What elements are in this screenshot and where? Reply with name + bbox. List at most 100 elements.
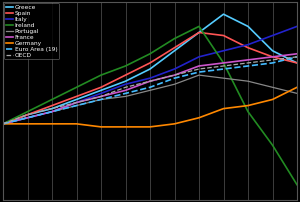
France <box>173 74 176 76</box>
Greece <box>99 89 103 92</box>
Ireland <box>1 123 5 125</box>
Portugal <box>50 110 54 113</box>
Germany <box>295 86 299 88</box>
Portugal <box>173 83 176 85</box>
Germany <box>197 117 201 119</box>
Line: Italy: Italy <box>3 26 297 124</box>
Greece <box>246 25 250 28</box>
Line: Greece: Greece <box>3 14 297 124</box>
France <box>124 89 127 92</box>
France <box>148 80 152 82</box>
OECD <box>26 114 29 116</box>
Germany <box>99 126 103 128</box>
Line: Germany: Germany <box>3 87 297 127</box>
Greece <box>148 68 152 70</box>
Euro Area (19) <box>1 123 5 125</box>
OECD <box>1 123 5 125</box>
Spain <box>173 46 176 49</box>
Italy <box>99 92 103 95</box>
Italy <box>75 101 78 104</box>
OECD <box>50 107 54 110</box>
Spain <box>124 74 127 76</box>
France <box>271 56 274 58</box>
Portugal <box>246 80 250 82</box>
Italy <box>26 117 29 119</box>
OECD <box>222 65 225 67</box>
Spain <box>75 95 78 98</box>
Spain <box>271 56 274 58</box>
Germany <box>1 123 5 125</box>
Portugal <box>124 95 127 98</box>
OECD <box>295 56 299 58</box>
Germany <box>271 98 274 101</box>
Line: Spain: Spain <box>3 33 297 124</box>
Ireland <box>197 25 201 28</box>
France <box>246 59 250 61</box>
Euro Area (19) <box>26 117 29 119</box>
Spain <box>295 62 299 64</box>
Italy <box>124 83 127 85</box>
France <box>99 95 103 98</box>
Euro Area (19) <box>246 65 250 67</box>
Portugal <box>271 86 274 88</box>
Ireland <box>222 62 225 64</box>
Spain <box>1 123 5 125</box>
Greece <box>222 13 225 15</box>
France <box>222 62 225 64</box>
Euro Area (19) <box>295 56 299 58</box>
Greece <box>50 107 54 110</box>
France <box>26 117 29 119</box>
Portugal <box>197 74 201 76</box>
Italy <box>295 25 299 28</box>
Spain <box>222 34 225 37</box>
Portugal <box>222 77 225 79</box>
Portugal <box>26 117 29 119</box>
Line: France: France <box>3 54 297 124</box>
Euro Area (19) <box>50 110 54 113</box>
Portugal <box>148 89 152 92</box>
Greece <box>124 80 127 82</box>
Spain <box>197 31 201 34</box>
OECD <box>99 95 103 98</box>
Ireland <box>26 110 29 113</box>
Portugal <box>1 123 5 125</box>
Greece <box>271 49 274 52</box>
Greece <box>295 62 299 64</box>
France <box>295 53 299 55</box>
OECD <box>75 101 78 104</box>
Greece <box>75 98 78 101</box>
Spain <box>148 62 152 64</box>
Germany <box>148 126 152 128</box>
OECD <box>173 74 176 76</box>
Italy <box>173 68 176 70</box>
Italy <box>1 123 5 125</box>
Legend: Greece, Spain, Italy, Ireland, Portugal, France, Germany, Euro Area (19), OECD: Greece, Spain, Italy, Ireland, Portugal,… <box>4 3 59 59</box>
Line: Portugal: Portugal <box>3 75 297 124</box>
Italy <box>50 110 54 113</box>
Germany <box>124 126 127 128</box>
Line: Euro Area (19): Euro Area (19) <box>3 57 297 124</box>
Italy <box>197 56 201 58</box>
Euro Area (19) <box>222 68 225 70</box>
Line: OECD: OECD <box>3 57 297 124</box>
Germany <box>173 123 176 125</box>
Greece <box>1 123 5 125</box>
Spain <box>26 114 29 116</box>
Germany <box>75 123 78 125</box>
OECD <box>271 59 274 61</box>
Portugal <box>295 92 299 95</box>
Spain <box>99 86 103 88</box>
Euro Area (19) <box>99 98 103 101</box>
Ireland <box>295 184 299 186</box>
Portugal <box>75 104 78 107</box>
Spain <box>246 46 250 49</box>
France <box>1 123 5 125</box>
Ireland <box>246 110 250 113</box>
Greece <box>26 114 29 116</box>
Italy <box>222 49 225 52</box>
Spain <box>50 104 54 107</box>
Italy <box>246 43 250 46</box>
Germany <box>222 107 225 110</box>
Greece <box>197 31 201 34</box>
France <box>50 110 54 113</box>
